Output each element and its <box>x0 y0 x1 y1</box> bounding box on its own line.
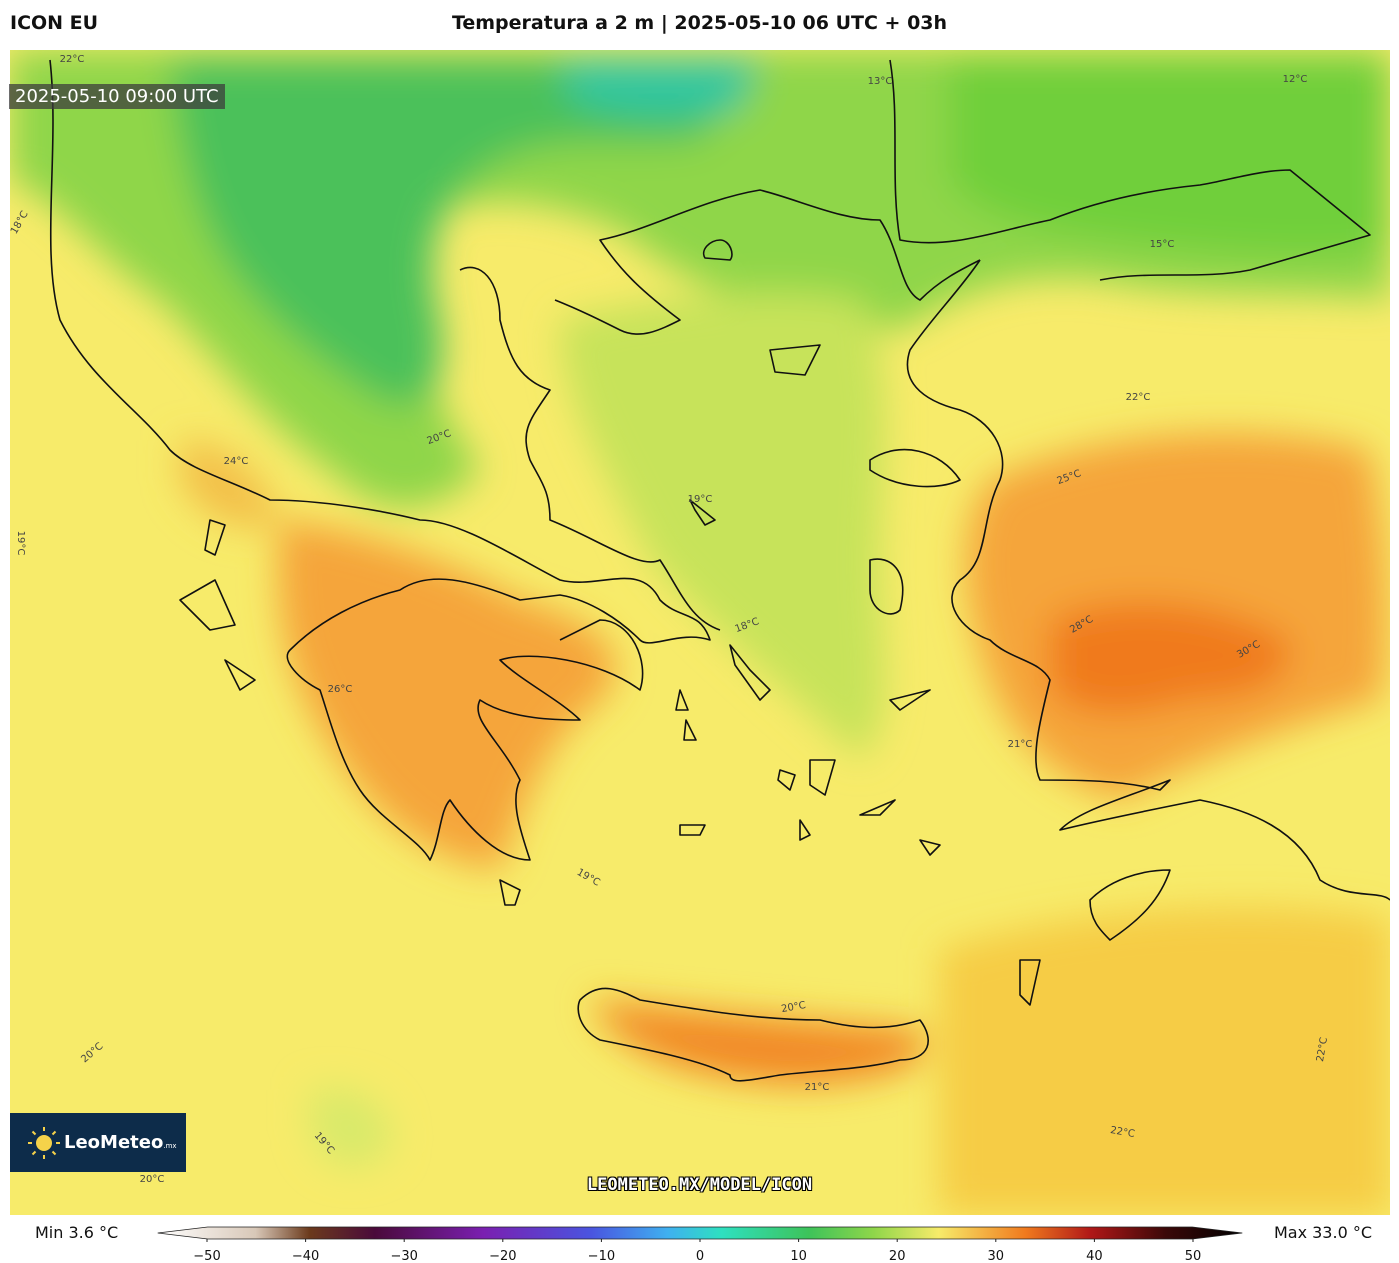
contour-label: 22°C <box>60 54 85 65</box>
colorbar-ramp <box>157 1226 1243 1240</box>
kefalonia <box>179 579 236 631</box>
rhodes <box>1089 869 1171 941</box>
valid-time: 2025-05-10 09:00 UTC <box>9 84 225 109</box>
model-name: ICON EU <box>10 12 99 34</box>
logo-suffix: .mx <box>163 1141 177 1150</box>
watermark: LEOMETEO.MX/MODEL/ICON <box>586 1175 813 1195</box>
contour-label: 15°C <box>1150 239 1175 250</box>
map: 22°C18°C19°C20°C19°C18°C15°C12°C13°C25°C… <box>10 50 1390 1215</box>
colorbar-tick-label: 20 <box>889 1249 906 1263</box>
contour-label: 20°C <box>140 1174 165 1185</box>
hot-zone <box>1050 602 1292 714</box>
contour-label: 22°C <box>1315 1036 1330 1062</box>
coldest-zone <box>560 60 760 117</box>
crete <box>577 987 929 1082</box>
contour-label: 19°C <box>688 494 713 505</box>
peloponnese-warm <box>278 520 616 870</box>
colorbar-tick-label: −30 <box>390 1249 417 1263</box>
contour-label: 21°C <box>805 1082 830 1093</box>
colorbar-tick-label: 10 <box>790 1249 807 1263</box>
colorbar-tick-label: −40 <box>292 1249 319 1263</box>
colorbar-tick-label: 0 <box>696 1249 704 1263</box>
sea-cool-patch <box>310 1088 392 1168</box>
coastlines <box>49 59 1390 1082</box>
logo-text: LeoMeteo <box>64 1132 164 1153</box>
contour-label: 12°C <box>1283 74 1308 85</box>
crete-warm <box>590 1000 925 1085</box>
temperature-field <box>10 50 1390 1215</box>
max-label: Max 33.0 °C <box>1273 1223 1372 1242</box>
contour-label: 19°C <box>15 531 26 556</box>
colorbar-tick-label: 30 <box>988 1249 1005 1263</box>
chios <box>869 558 904 615</box>
south-east-sea <box>940 907 1390 1215</box>
contour-label: 22°C <box>1109 1125 1135 1140</box>
corfu-area-island <box>204 519 226 556</box>
logo-sun <box>28 1126 60 1159</box>
min-label: Min 3.6 °C <box>35 1223 119 1242</box>
map-title: Temperatura a 2 m | 2025-05-10 06 UTC + … <box>451 12 948 34</box>
aegean-zone <box>560 291 885 760</box>
colorbar-tick-label: 40 <box>1086 1249 1103 1263</box>
logo: LeoMeteo .mx <box>10 1113 186 1172</box>
turkey-coast <box>906 259 1390 901</box>
bulgaria-border <box>889 59 1371 281</box>
colorbar-tick-label: 50 <box>1185 1249 1202 1263</box>
colorbar-tick-label: −20 <box>489 1249 516 1263</box>
zakynthos <box>224 659 256 691</box>
contour-label: 20°C <box>780 1000 806 1015</box>
colorbar-tick-label: −10 <box>588 1249 615 1263</box>
ionian-coast <box>180 440 280 528</box>
colorbar-ticks: −50 −40 −30 −20 −10 0 10 20 30 40 50 <box>193 1239 1201 1263</box>
mainland-coast <box>49 59 711 861</box>
contour-label: 26°C <box>328 684 353 695</box>
contour-label: 13°C <box>868 76 893 87</box>
north-aegean-coast <box>554 189 981 335</box>
colorbar: −50 −40 −30 −20 −10 0 10 20 30 40 50 <box>157 1226 1243 1263</box>
colorbar-tick-label: −50 <box>193 1249 220 1263</box>
small-islands <box>675 499 1041 1006</box>
contour-label: 24°C <box>224 456 249 467</box>
aegean-coast-west <box>459 266 721 631</box>
contour-label: 21°C <box>1008 739 1033 750</box>
thasos <box>702 239 733 261</box>
north-zone <box>950 60 1390 255</box>
contour-label: 22°C <box>1126 392 1151 403</box>
kythira <box>499 879 521 906</box>
cold-zone <box>170 60 760 406</box>
lemnos <box>769 344 821 376</box>
lesbos <box>869 448 961 488</box>
